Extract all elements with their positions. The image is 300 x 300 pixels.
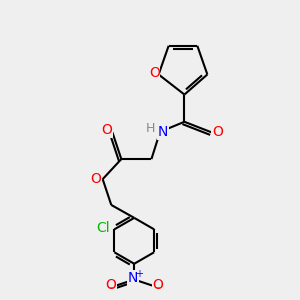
Text: Cl: Cl: [97, 221, 110, 235]
Text: O: O: [105, 278, 116, 292]
Text: N: N: [128, 271, 138, 285]
Text: O: O: [90, 172, 101, 186]
Text: +: +: [135, 269, 143, 279]
Text: ⁻: ⁻: [107, 284, 114, 298]
Text: H: H: [146, 122, 155, 136]
Text: O: O: [212, 125, 223, 139]
Text: ⁻: ⁻: [154, 284, 161, 298]
Text: O: O: [149, 66, 160, 80]
Text: N: N: [158, 125, 168, 139]
Text: O: O: [101, 123, 112, 137]
Text: O: O: [152, 278, 163, 292]
